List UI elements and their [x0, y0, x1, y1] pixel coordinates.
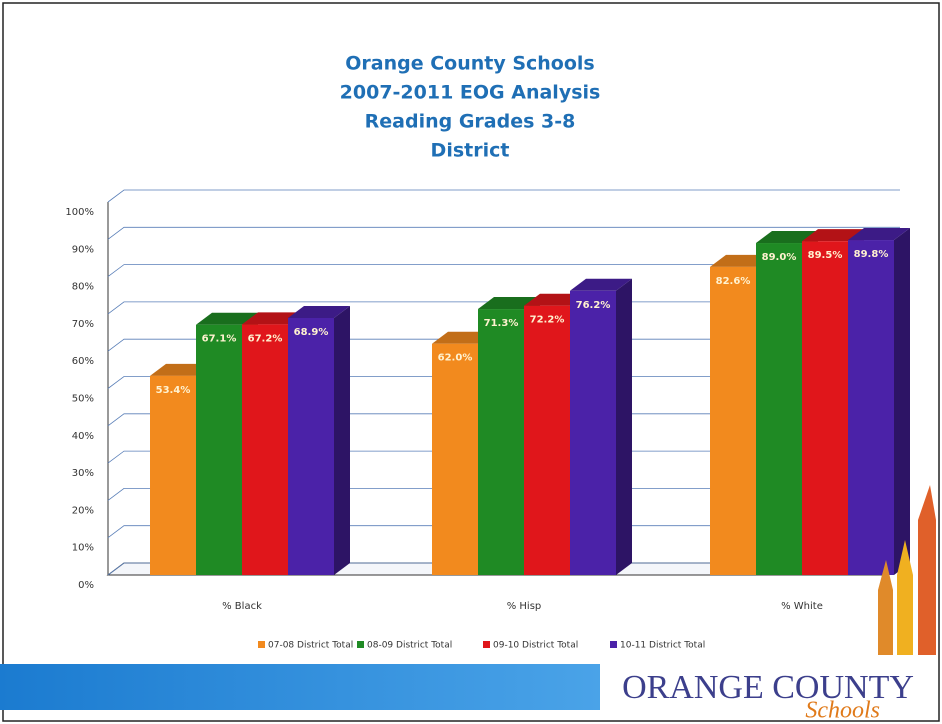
legend-label: 10-11 District Total	[620, 641, 705, 651]
grid-line	[107, 413, 900, 427]
value-label: 89.0%	[762, 252, 797, 263]
bar	[570, 290, 616, 575]
bar	[150, 375, 196, 575]
plot: 0% 10% 20% 30% 40% 50% 60% 70% 80% 90% 100% % Black…	[65, 189, 910, 651]
value-label: 53.4%	[156, 385, 191, 396]
chart-title: District	[431, 140, 510, 162]
bar	[196, 324, 242, 575]
legend-label: 08-09 District Total	[367, 641, 452, 651]
y-tick-label: 90%	[72, 244, 94, 255]
bar-top	[570, 278, 632, 291]
legend-swatch	[610, 641, 617, 648]
x-tick-label: % White	[781, 601, 823, 612]
bar-top	[196, 312, 258, 325]
chart-title: Reading Grades 3-8	[365, 111, 576, 133]
pencils	[878, 485, 936, 655]
bar-side	[334, 306, 350, 575]
value-label: 89.8%	[854, 249, 889, 260]
value-label: 76.2%	[576, 300, 611, 311]
value-label: 67.2%	[248, 333, 283, 344]
bar	[478, 309, 524, 575]
grid-line	[107, 338, 900, 352]
y-tick-label: 40%	[72, 431, 94, 442]
bar	[848, 240, 894, 575]
grid-line	[107, 376, 900, 389]
value-label: 89.5%	[808, 250, 843, 261]
y-tick-label: 100%	[65, 207, 94, 218]
y-tick-label: 20%	[72, 505, 94, 516]
y-tick-label: 10%	[72, 543, 94, 554]
chart-title: Orange County Schools	[345, 53, 595, 75]
legend-label: 07-08 District Total	[268, 641, 353, 651]
bar-top	[756, 231, 818, 244]
y-tick-label: 70%	[72, 319, 94, 330]
bar	[710, 266, 756, 575]
grid-line	[107, 525, 900, 539]
bar	[802, 241, 848, 576]
bar-top	[848, 228, 910, 241]
y-tick-label: 0%	[78, 580, 94, 591]
bar	[756, 243, 802, 575]
value-label: 71.3%	[484, 318, 519, 329]
grid-line	[107, 264, 900, 277]
bar	[432, 343, 478, 575]
grid-line	[107, 189, 900, 203]
grid-line	[107, 226, 900, 240]
y-tick-label: 50%	[72, 394, 94, 405]
legend-label: 09-10 District Total	[493, 641, 578, 651]
y-tick-label: 80%	[72, 282, 94, 293]
bar	[524, 305, 570, 575]
bar	[242, 324, 288, 575]
legend-swatch	[357, 641, 364, 648]
logo-tagline: Schools	[805, 698, 880, 724]
grid-line	[107, 562, 900, 576]
bar	[288, 318, 334, 575]
x-tick-label: % Black	[222, 601, 262, 612]
legend-swatch	[258, 641, 265, 648]
y-tick-label: 60%	[72, 356, 94, 367]
grid-line	[107, 487, 900, 501]
logo-name: ORANGE COUNTY	[622, 669, 914, 706]
x-tick-label: % Hisp	[507, 601, 542, 612]
value-label: 62.0%	[438, 353, 473, 364]
y-tick-label: 30%	[72, 468, 94, 479]
legend-swatch	[483, 641, 490, 648]
grid-line	[107, 450, 900, 464]
value-label: 68.9%	[294, 327, 329, 338]
bar-top	[288, 306, 350, 319]
chart-title: 2007-2011 EOG Analysis	[340, 82, 601, 104]
value-label: 72.2%	[530, 315, 565, 326]
value-label: 82.6%	[716, 276, 751, 287]
footer-band	[0, 664, 600, 710]
bar-side	[894, 228, 910, 575]
value-label: 67.1%	[202, 334, 237, 345]
bar-top	[802, 229, 864, 242]
bar-side	[616, 278, 632, 575]
grid-line	[107, 301, 900, 315]
